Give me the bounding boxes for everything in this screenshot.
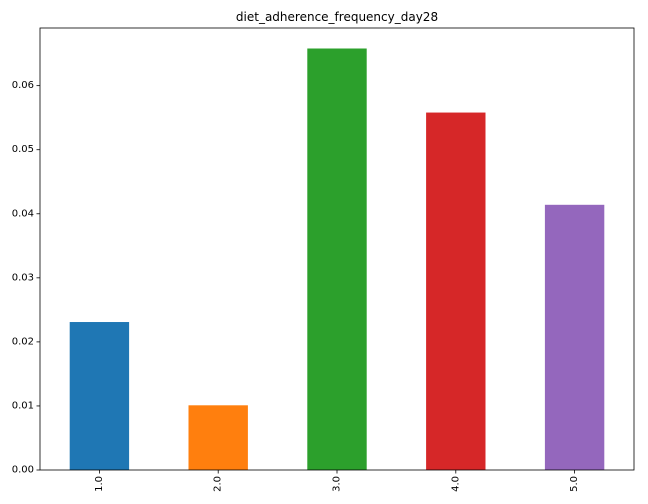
bar-5.0 [544,204,605,471]
plot-frame [39,27,635,471]
x-axis: 1.0 2.0 3.0 4.0 5.0 [94,470,580,492]
bar-2.0 [188,405,248,470]
y-tick-label: 0.03 [12,272,34,283]
y-axis: 0.00 0.01 0.02 0.03 0.04 0.05 0.06 [12,80,40,476]
y-tick-label: 0.06 [12,80,34,91]
chart-title: diet_adherence_frequency_day28 [236,10,438,24]
bar-4.0 [426,112,486,470]
y-tick-label: 0.05 [12,144,34,155]
y-tick-label: 0.00 [12,465,34,476]
x-tick-label: 2.0 [213,476,224,492]
y-tick-label: 0.01 [12,400,34,411]
y-tick-label: 0.04 [12,208,34,219]
x-tick-label: 3.0 [332,476,343,492]
bars-group [69,48,605,471]
x-tick-label: 1.0 [94,476,105,492]
x-tick-label: 5.0 [569,476,580,492]
bar-1.0 [69,322,130,470]
bar-3.0 [307,48,367,471]
x-tick-label: 4.0 [450,476,461,492]
y-tick-label: 0.02 [12,336,34,347]
